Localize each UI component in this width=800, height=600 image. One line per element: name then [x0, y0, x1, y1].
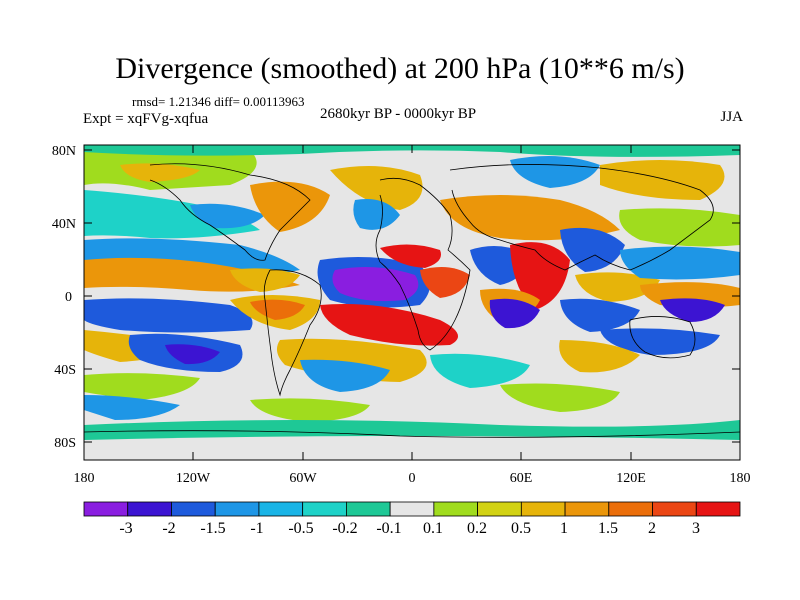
coastline-north-america	[149, 163, 311, 261]
contour-region	[120, 163, 200, 182]
contour-region	[320, 304, 458, 346]
contour-region	[660, 298, 725, 322]
coastlines	[84, 163, 740, 438]
figure-title: Divergence (smoothed) at 200 hPa (10**6 …	[115, 52, 685, 85]
contour-region	[559, 340, 640, 373]
contour-region	[250, 299, 305, 320]
colorbar-box	[345, 501, 391, 517]
colorbar-label: -0.5	[288, 520, 313, 537]
colorbar-labels: -3 -2 -1.5 -1 -0.5 -0.2 -0.1 0.1 0.2 0.5…	[119, 520, 700, 537]
contour-region	[230, 268, 300, 292]
contour-region	[84, 145, 740, 157]
contour-region	[330, 166, 423, 210]
x-tick-label: 120W	[176, 471, 211, 486]
colorbar-label: -1.5	[200, 520, 225, 537]
experiment-label: Expt = xqFVg-xqfua	[83, 111, 209, 127]
x-tick-label: 120E	[616, 471, 646, 486]
colorbar-label: -0.2	[332, 520, 357, 537]
contour-region	[619, 208, 740, 247]
colorbar-label: -2	[162, 520, 175, 537]
x-tick-label: 0	[409, 471, 416, 486]
colorbar-label: 2	[648, 520, 656, 537]
colorbar-label: 0.1	[423, 520, 443, 537]
colorbar-label: 1	[560, 520, 568, 537]
colorbar-box	[477, 501, 522, 517]
coastline-australia	[629, 316, 696, 359]
colorbar-label: -3	[119, 520, 132, 537]
colorbar-boxes	[83, 501, 741, 517]
contour-region	[420, 266, 470, 298]
colorbar-box	[520, 501, 566, 517]
coastline-antarctica	[84, 430, 740, 438]
y-tick-label: 40S	[54, 363, 76, 378]
contour-region	[84, 436, 740, 460]
colorbar-box	[302, 501, 347, 517]
contour-region	[165, 344, 220, 365]
x-tick-label: 60W	[289, 471, 317, 486]
colorbar-label: -1	[250, 520, 263, 537]
y-axis: 80N 40N 0 40S 80S	[52, 144, 740, 451]
y-tick-label: 80S	[54, 436, 76, 451]
colorbar-box	[214, 501, 260, 517]
contour-region	[560, 227, 625, 272]
colorbar-box	[171, 501, 216, 517]
contour-region	[430, 353, 530, 388]
colorbar-box	[608, 501, 653, 517]
coastline-south-america	[263, 269, 322, 397]
colorbar-box	[433, 501, 479, 517]
contour-region	[600, 328, 720, 355]
coastline-africa-europe	[375, 177, 471, 351]
contour-region	[620, 246, 740, 280]
contour-region	[250, 398, 370, 422]
colorbar-box	[652, 501, 697, 517]
contour-region	[84, 373, 200, 400]
x-axis: 180 120W 60W 0 60E 120E 180	[74, 145, 751, 486]
contour-region	[560, 298, 640, 332]
colorbar-label: 3	[692, 520, 700, 537]
contour-region	[489, 298, 540, 329]
contour-region	[84, 298, 253, 333]
colorbar-box	[127, 501, 172, 517]
colorbar-label: 0.2	[467, 520, 487, 537]
colorbar-box	[83, 501, 129, 517]
y-tick-label: 0	[65, 290, 72, 305]
y-tick-label: 80N	[52, 144, 76, 159]
contour-region	[500, 383, 620, 412]
contour-field	[84, 145, 740, 460]
colorbar: -3 -2 -1.5 -1 -0.5 -0.2 -0.1 0.1 0.2 0.5…	[83, 501, 741, 537]
contour-region	[84, 395, 180, 420]
colorbar-box	[695, 501, 741, 517]
season-label: JJA	[720, 109, 743, 125]
period-label: 2680kyr BP - 0000kyr BP	[320, 106, 477, 122]
contour-region	[332, 266, 419, 302]
contour-region	[575, 272, 660, 302]
x-tick-label: 60E	[510, 471, 533, 486]
contour-region	[510, 156, 600, 188]
contour-region	[300, 359, 390, 392]
colorbar-label: 0.5	[511, 520, 531, 537]
coastline-asia	[449, 164, 714, 271]
x-tick-label: 180	[74, 471, 95, 486]
x-tick-label: 180	[730, 471, 751, 486]
contour-region	[600, 160, 725, 200]
contour-region	[190, 203, 265, 229]
colorbar-label: -0.1	[376, 520, 401, 537]
contour-region	[353, 199, 400, 230]
colorbar-box	[389, 501, 435, 517]
stats-line: rmsd= 1.21346 diff= 0.00113963	[132, 94, 305, 109]
contour-region	[250, 181, 330, 232]
colorbar-label: 1.5	[598, 520, 618, 537]
colorbar-box	[258, 501, 304, 517]
colorbar-box	[564, 501, 610, 517]
contour-region	[380, 244, 441, 268]
y-tick-label: 40N	[52, 217, 76, 232]
